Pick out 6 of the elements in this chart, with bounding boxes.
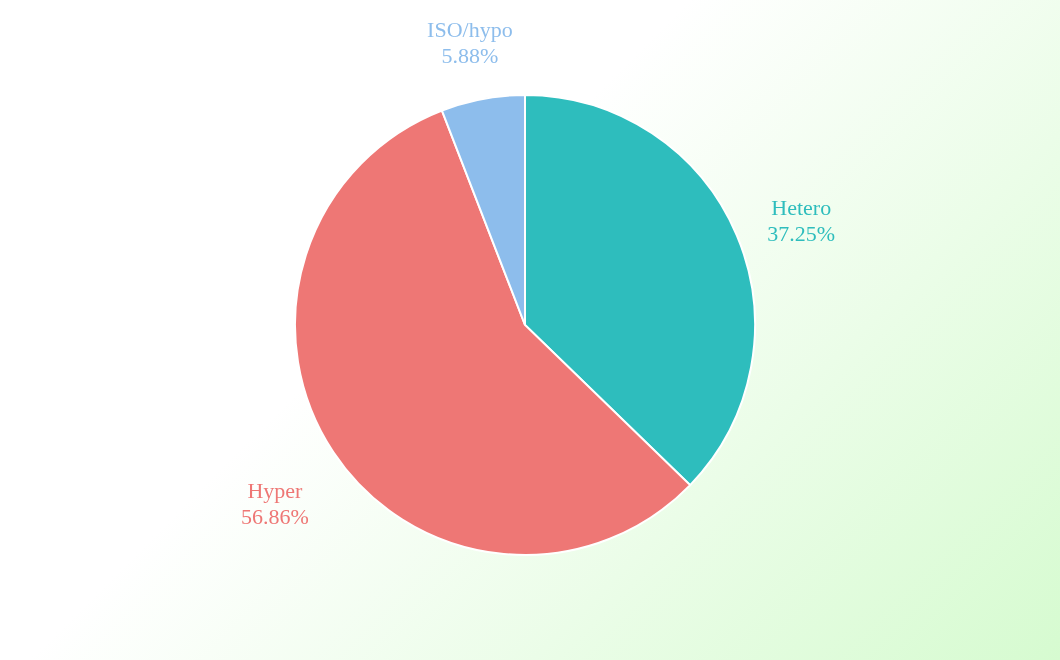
data-label: 37.25% [767,221,836,247]
data-label: 5.88% [441,43,499,69]
slice-label: ISO/hypo [427,17,513,43]
slice-label: Hyper [247,477,304,503]
data-label: 56.86% [241,503,309,529]
slice-label: Hetero [771,195,832,221]
